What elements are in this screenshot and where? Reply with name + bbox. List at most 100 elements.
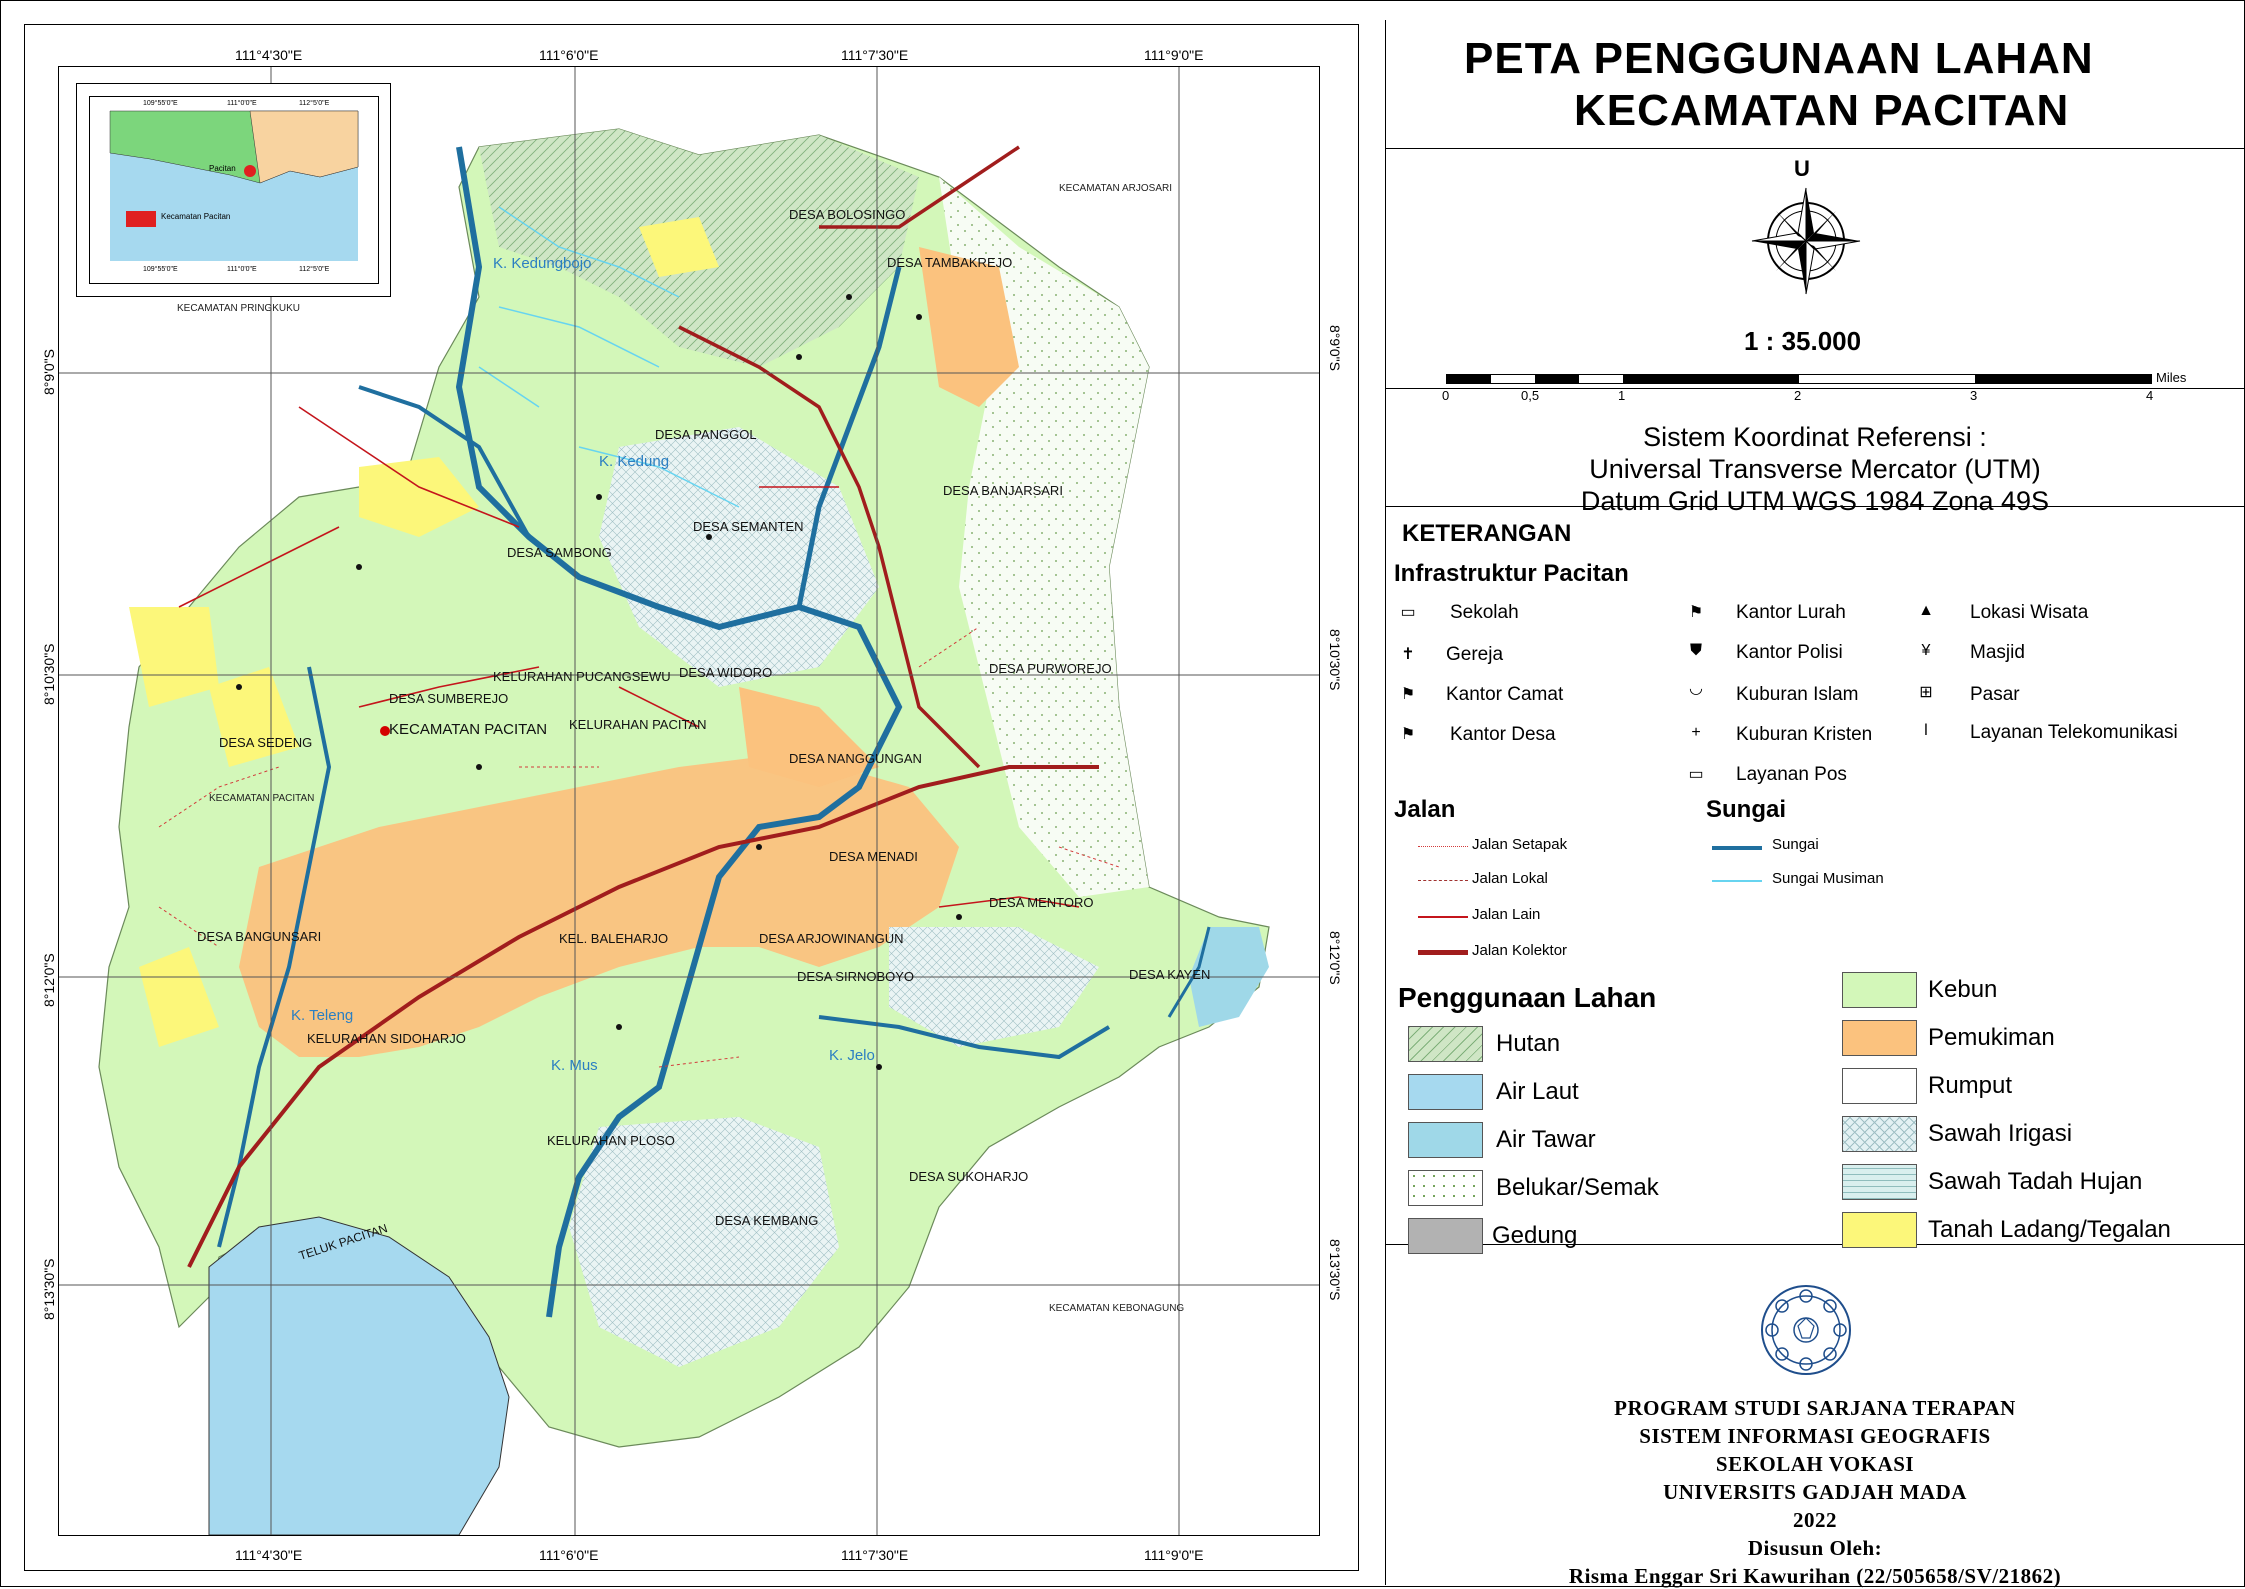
legend-sawah-irigasi: Sawah Irigasi	[1928, 1120, 2073, 1147]
swatch-kebun	[1842, 972, 1917, 1008]
islamic-cemetery-icon: ◡	[1689, 680, 1703, 697]
scale-tick-0: 0	[1442, 388, 1450, 403]
legend-kantor-lurah: Kantor Lurah	[1736, 602, 1846, 623]
scale-tick-4: 3	[1970, 388, 1978, 403]
inset-tick-bottom-3: 112°5'0"E	[299, 266, 330, 273]
swatch-gedung	[1408, 1218, 1483, 1254]
road-kolektor-north	[678, 325, 981, 769]
label-desa-11: KECAMATAN PACITAN	[389, 721, 548, 738]
market-icon: ⊞	[1919, 684, 1933, 701]
swatch-rumput	[1842, 1068, 1917, 1104]
coord-bottom-3: 111°7'30"E	[841, 1547, 909, 1563]
legend-kuburan-kristen: Kuburan Kristen	[1736, 724, 1873, 745]
legend-box: KETERANGAN Infrastruktur Pacitan ▭ Sekol…	[1386, 506, 2244, 1254]
coord-left-1: 8°9'0"S	[41, 349, 57, 395]
label-desa-20: DESA SIRNOBOYO	[797, 969, 915, 984]
inset-map-drawing	[89, 96, 379, 284]
label-river-kedungbojo: K. Kedungbojo	[493, 255, 592, 272]
label-desa-16: DESA MENTORO	[989, 895, 1094, 910]
inset-tick-top-1: 109°55'0"E	[143, 100, 178, 107]
land-pemukiman-north	[739, 687, 879, 787]
land-tegalan-2	[129, 607, 219, 707]
north-label: U	[1794, 156, 1810, 181]
label-desa-10: KELURAHAN PACITAN	[569, 717, 707, 732]
label-desa-5: DESA SEMANTEN	[693, 519, 804, 534]
legend-panel: PETA PENGGUNAAN LAHAN KECAMATAN PACITAN …	[1385, 20, 2244, 1588]
swatch-hutan	[1408, 1026, 1483, 1062]
legend-pemukiman: Pemukiman	[1928, 1024, 2055, 1051]
kantor-camat-marker	[380, 726, 390, 736]
legend-sungai: Sungai	[1772, 836, 1819, 853]
label-desa-3: DESA BANJARSARI	[943, 483, 1063, 498]
land-tegalan-3	[639, 217, 719, 277]
title-box: PETA PENGGUNAAN LAHAN KECAMATAN PACITAN	[1386, 20, 2244, 149]
label-river-jelo: K. Jelo	[829, 1047, 875, 1064]
legend-belukar: Belukar/Semak	[1496, 1174, 1659, 1201]
coord-right-2: 8°10'30"S	[1327, 629, 1343, 691]
roads-setapak	[158, 626, 1120, 1068]
land-tegalan-4	[209, 667, 299, 767]
map-title-line1: PETA PENGGUNAAN LAHAN	[1464, 34, 2094, 83]
coord-left-2: 8°10'30"S	[41, 643, 57, 705]
inset-legend-label: Kecamatan Pacitan	[161, 212, 231, 221]
legend-sungai-musiman: Sungai Musiman	[1772, 870, 1884, 887]
label-desa-19: DESA ARJOWINANGUN	[759, 931, 904, 946]
coord-bottom-1: 111°4'30"E	[235, 1547, 303, 1563]
label-desa-23: KELURAHAN PLOSO	[547, 1133, 675, 1148]
label-desa-22: KELURAHAN SIDOHARJO	[307, 1031, 466, 1046]
label-desa-7: KELURAHAN PUCANGSEWU	[493, 669, 671, 684]
landuse-heading: Penggunaan Lahan	[1398, 982, 1657, 1013]
telecom-icon: ǀ	[1923, 722, 1929, 739]
legend-rumput: Rumput	[1928, 1072, 2013, 1099]
road-setapak-swatch	[1418, 846, 1468, 847]
legend-kuburan-islam: Kuburan Islam	[1736, 684, 1859, 705]
legend-masjid: Masjid	[1970, 642, 2025, 663]
label-desa-13: DESA NANGGUNGAN	[789, 751, 922, 766]
swatch-air-tawar	[1408, 1122, 1483, 1158]
legend-hutan: Hutan	[1496, 1030, 1561, 1057]
swatch-air-laut	[1408, 1074, 1483, 1110]
tourism-icon: ▲	[1918, 602, 1934, 619]
label-kec-arjosari: KECAMATAN ARJOSARI	[1059, 183, 1172, 194]
label-river-mus: K. Mus	[551, 1057, 598, 1074]
label-desa-12: DESA SEDENG	[219, 735, 313, 750]
legend-kantor-desa: Kantor Desa	[1450, 724, 1556, 745]
legend-gedung: Gedung	[1492, 1222, 1578, 1249]
river-main	[455, 146, 903, 1318]
scale-tick-2: 1	[1618, 388, 1626, 403]
coord-bottom-4: 111°9'0"E	[1144, 1547, 1204, 1563]
road-lain-swatch	[1418, 916, 1468, 918]
rivers-seasonal	[478, 206, 740, 508]
label-desa-4: DESA SAMBONG	[507, 545, 612, 560]
legend-air-tawar: Air Tawar	[1496, 1126, 1596, 1153]
land-tegalan-1	[359, 457, 479, 537]
post-icon: ▭	[1688, 766, 1704, 783]
label-desa-14: KECAMATAN PACITAN	[209, 793, 315, 804]
credit-line4: UNIVERSITS GADJAH MADA	[1663, 1480, 1967, 1504]
credit-line2: SISTEM INFORMASI GEOGRAFIS	[1639, 1424, 1991, 1448]
legend-jalan-kolektor: Jalan Kolektor	[1472, 942, 1568, 959]
road-heading: Jalan	[1394, 796, 1456, 823]
coord-top-2: 111°6'0"E	[539, 47, 599, 63]
north-arrow-icon	[1751, 187, 1861, 295]
infra-heading: Infrastruktur Pacitan	[1394, 560, 1629, 587]
inset-tick-top-2: 111°0'0"E	[227, 100, 257, 107]
scale-tick-1: 0,5	[1521, 388, 1540, 403]
inset-tick-bottom-1: 109°55'0"E	[143, 266, 178, 273]
river-heading: Sungai	[1706, 796, 1787, 823]
label-desa-25: DESA KEMBANG	[715, 1213, 819, 1228]
village-office-icon: ⚑	[1400, 726, 1416, 743]
swatch-tegalan	[1842, 1212, 1917, 1248]
scale-tick-3: 2	[1794, 388, 1802, 403]
ugm-logo-icon	[1761, 1285, 1851, 1375]
river-sambong	[358, 385, 531, 538]
coord-left-3: 8°12'0"S	[41, 953, 57, 1007]
ref-line2: Universal Transverse Mercator (UTM)	[1589, 454, 2041, 484]
credit-line5: 2022	[1793, 1508, 1837, 1532]
coord-right-4: 8°13'30"S	[1327, 1239, 1343, 1301]
label-desa-1: DESA TAMBAKREJO	[887, 255, 1013, 270]
scale-ratio: 1 : 35.000	[1744, 326, 1862, 356]
legend-sawah-tadah-hujan: Sawah Tadah Hujan	[1928, 1168, 2143, 1195]
map-area[interactable]: KECAMATAN ARJOSARI KECAMATAN PRINGKUKU K…	[58, 66, 1320, 1536]
label-desa-2: DESA PANGGOL	[655, 427, 757, 442]
